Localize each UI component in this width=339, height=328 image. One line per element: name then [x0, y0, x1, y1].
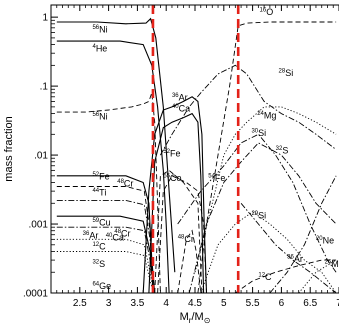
isotope-label: 20Ne	[316, 236, 334, 246]
isotope-label: 32S	[276, 146, 289, 156]
series-layer	[56, 17, 337, 294]
isotope-label: 36Ar	[287, 254, 303, 264]
x-tick-label: 2.5	[73, 298, 87, 309]
x-tick-label: 4.5	[188, 298, 202, 309]
isotope-label: 29Si	[251, 211, 266, 221]
y-tick-label: .01	[34, 151, 48, 162]
y-tick-label: .001	[29, 220, 49, 231]
series-mg26	[298, 259, 337, 294]
isotope-label: 30Si	[251, 128, 266, 138]
series-ca40b	[56, 226, 154, 294]
x-axis-title: Mr/M⊙	[180, 311, 211, 325]
series-ti44	[56, 199, 154, 294]
series-co55	[154, 169, 203, 294]
x-tick-label: 6	[279, 298, 285, 309]
x-tick-label: 4	[163, 298, 169, 309]
series-ar36b	[240, 203, 337, 294]
isotope-label: 36Ar	[172, 92, 188, 102]
isotope-label: 26Mg	[325, 259, 339, 269]
series-si30	[188, 142, 337, 294]
y-tick-label: .0001	[23, 289, 48, 300]
series-ni56	[56, 17, 176, 273]
x-tick-label: 5.5	[246, 298, 260, 309]
isotope-label: 52Fe	[163, 149, 180, 159]
isotope-label: 48Cr	[114, 228, 130, 238]
isotope-label: 12C	[258, 272, 272, 282]
isotope-label: 40Ca	[172, 103, 190, 113]
x-axis-title-unit: /M	[191, 311, 203, 323]
series-si28	[160, 64, 337, 156]
x-tick-label: 3.5	[130, 298, 144, 309]
isotope-label: 54Fe	[208, 173, 225, 183]
isotope-label: 56Ni	[92, 111, 107, 121]
reference-lines	[151, 5, 240, 293]
x-axis-title-unit-sub: ⊙	[204, 316, 211, 325]
ticks: 2.5 3 3.5 4 4.5 5 5.5 6 6.5 7 1 .1 .01 .001 .0001	[23, 5, 339, 309]
series-ni56b	[56, 92, 161, 294]
y-tick-label: 1	[42, 13, 48, 24]
x-axis-title-main: M	[180, 311, 189, 323]
series-cu59	[56, 215, 155, 294]
series-he4	[56, 40, 170, 294]
isotope-label: 4He	[92, 43, 107, 53]
series-ca40	[148, 112, 205, 294]
y-tick-label: .1	[40, 82, 49, 93]
series-o16	[197, 21, 337, 294]
plot-frame	[50, 4, 339, 294]
isotope-label: 52Fe	[92, 172, 109, 182]
isotope-label: 48Cr	[178, 234, 194, 244]
y-axis-title: mass fraction	[3, 116, 15, 181]
isotope-label: 59Cu	[92, 218, 110, 228]
isotope-label: 64Ge	[92, 281, 111, 291]
series-c12	[235, 259, 337, 294]
isotope-label: 16O	[260, 7, 274, 17]
isotope-label: 40Ca	[106, 232, 124, 242]
isotope-label: 24Mg	[257, 110, 276, 120]
isotope-label: 55Co	[163, 173, 181, 183]
isotope-label: 56Ni	[92, 24, 107, 34]
x-tick-label: 5	[221, 298, 227, 309]
x-tick-label: 6.5	[303, 298, 317, 309]
x-tick-label: 7	[336, 298, 339, 309]
x-tick-label: 3	[106, 298, 112, 309]
isotope-label: 32S	[92, 259, 105, 269]
series-cr48b	[177, 229, 202, 294]
series-s32	[177, 133, 337, 273]
isotope-label: 48Cr	[117, 179, 133, 189]
isotope-label: 36Ar	[83, 230, 99, 240]
series-ne20	[269, 175, 337, 294]
x-axis-title-sub: r	[189, 316, 192, 325]
isotope-label: 12C	[92, 241, 106, 251]
isotope-label: 28Si	[279, 68, 294, 78]
isotope-label: 44Ti	[92, 187, 106, 197]
